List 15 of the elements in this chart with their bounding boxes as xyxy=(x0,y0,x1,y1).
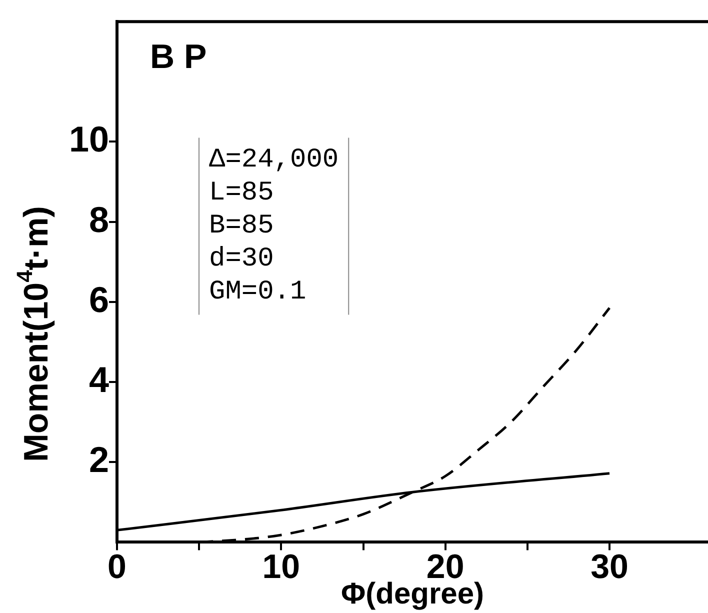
y-tick-label: 8 xyxy=(88,198,109,240)
annotation: L=85 xyxy=(209,178,274,208)
x-tick-label: 30 xyxy=(590,548,628,586)
annotation: B=85 xyxy=(209,211,274,242)
y-tick-label: 2 xyxy=(88,439,109,480)
text: B P xyxy=(150,38,207,76)
y-axis-title: Moment(104t·m) xyxy=(12,206,56,462)
y-tick-label: 6 xyxy=(88,278,109,320)
x-tick-label: 10 xyxy=(262,548,300,586)
annotation: GM=0.1 xyxy=(209,277,306,308)
x-tick-label: 0 xyxy=(108,548,126,586)
annotation: d=30 xyxy=(209,244,274,274)
y-tick-label: 4 xyxy=(88,358,109,400)
annotation: Δ=24,000 xyxy=(209,145,339,176)
y-tick-label: 10 xyxy=(68,118,109,160)
